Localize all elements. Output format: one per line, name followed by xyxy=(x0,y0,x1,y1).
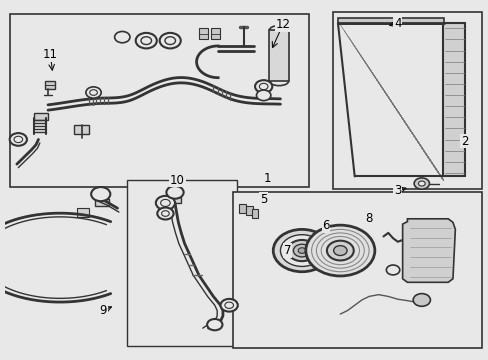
Bar xyxy=(245,206,252,215)
Circle shape xyxy=(91,187,110,201)
Text: 2: 2 xyxy=(460,135,468,148)
Circle shape xyxy=(412,294,429,306)
Bar xyxy=(34,113,48,120)
Circle shape xyxy=(333,246,346,256)
Bar xyxy=(443,23,464,176)
Circle shape xyxy=(273,229,330,272)
Circle shape xyxy=(141,37,151,45)
Circle shape xyxy=(14,136,22,143)
Bar xyxy=(251,209,258,218)
Circle shape xyxy=(157,207,173,220)
Circle shape xyxy=(418,181,424,186)
Circle shape xyxy=(280,235,323,266)
Bar xyxy=(337,18,444,24)
Circle shape xyxy=(255,80,272,93)
Bar xyxy=(169,197,181,203)
Text: 5: 5 xyxy=(260,193,267,206)
Circle shape xyxy=(166,186,183,199)
Circle shape xyxy=(160,199,170,207)
Bar xyxy=(95,199,109,207)
Circle shape xyxy=(259,83,267,90)
Circle shape xyxy=(298,248,305,253)
Text: 8: 8 xyxy=(365,212,372,225)
Text: 12: 12 xyxy=(275,18,290,31)
Circle shape xyxy=(89,90,97,95)
Bar xyxy=(211,28,220,39)
Bar xyxy=(74,125,89,134)
Circle shape xyxy=(114,31,130,43)
Circle shape xyxy=(224,302,233,309)
Circle shape xyxy=(161,211,169,216)
Circle shape xyxy=(86,87,101,98)
Circle shape xyxy=(136,33,157,48)
Circle shape xyxy=(256,90,270,100)
Text: 10: 10 xyxy=(170,174,184,186)
Circle shape xyxy=(160,33,181,48)
Text: 7: 7 xyxy=(284,244,291,257)
Bar xyxy=(232,192,481,348)
Text: 4: 4 xyxy=(393,17,401,30)
Circle shape xyxy=(305,225,374,276)
Circle shape xyxy=(287,240,316,261)
Bar xyxy=(44,81,55,89)
Circle shape xyxy=(10,133,27,146)
Text: 3: 3 xyxy=(393,184,401,197)
Circle shape xyxy=(207,319,222,330)
Circle shape xyxy=(164,37,175,45)
Text: 9: 9 xyxy=(99,304,107,317)
Bar xyxy=(269,30,288,81)
Circle shape xyxy=(326,241,353,260)
Bar xyxy=(10,14,308,187)
Bar xyxy=(127,180,237,346)
Circle shape xyxy=(386,265,399,275)
Text: 11: 11 xyxy=(43,48,58,61)
Polygon shape xyxy=(402,219,454,282)
Circle shape xyxy=(156,196,175,210)
Circle shape xyxy=(293,244,310,257)
Bar xyxy=(239,204,245,213)
Bar xyxy=(77,208,89,217)
Bar xyxy=(199,28,208,39)
Circle shape xyxy=(220,299,237,312)
Text: 6: 6 xyxy=(322,219,329,232)
Text: 1: 1 xyxy=(263,172,271,185)
Circle shape xyxy=(413,178,428,189)
Bar xyxy=(332,13,481,189)
